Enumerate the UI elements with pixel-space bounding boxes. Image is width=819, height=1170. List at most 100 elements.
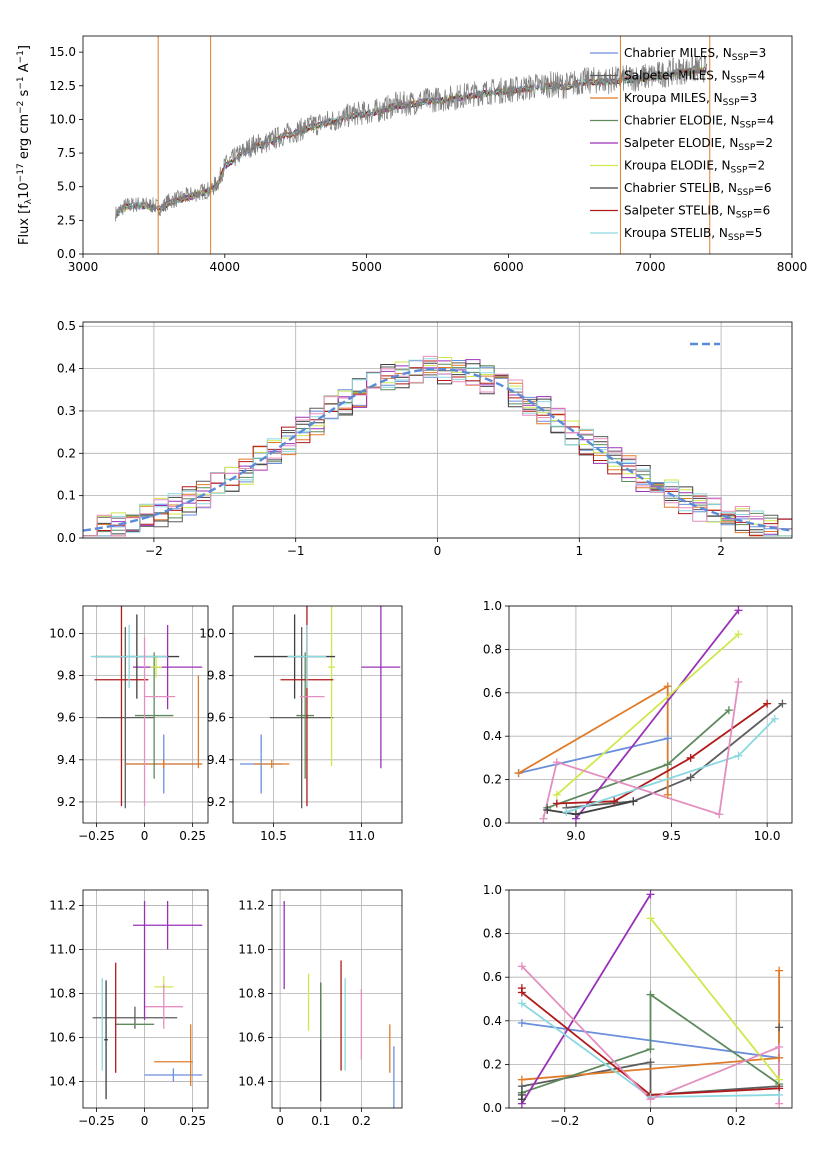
y-tick-label: 9.8 [207,669,226,683]
y-tick-label: 0.3 [57,404,76,418]
plot-area [115,36,711,254]
legend-label-tail: =2 [755,136,773,150]
legend-label-subscript: SSP [723,98,740,108]
y-tick-label: 2.5 [57,213,76,227]
legend-label-tail: =2 [747,159,765,173]
y-tick-label: 9.8 [57,669,76,683]
axes-frame [271,889,403,1109]
axes-frame [508,889,793,1109]
legend-label-tail: =3 [740,91,758,105]
legend-label-tail: =4 [756,114,774,128]
y-tick-label: 10.0 [49,112,76,126]
y-tick-label: 10.4 [49,1075,76,1089]
y-tick-label: 0.2 [483,773,502,787]
x-tick-label: 11.0 [348,829,375,843]
y-tick-label: 0.8 [483,927,502,941]
y-tick-label: 1.0 [483,599,502,613]
legend-label-text: Salpeter STELIB, N [624,204,736,218]
x-tick-label: 7000 [635,260,666,274]
plot-area [92,901,203,1100]
x-tick-label: 8000 [777,260,808,274]
y-tick-label: 10.4 [238,1075,265,1089]
axes-frame [82,35,793,255]
y-tick-label: 0.0 [483,1101,502,1115]
observed-spectrum-line [115,54,708,222]
y-tick-label: 5.0 [57,180,76,194]
y-tick-label: 10.0 [199,626,226,640]
x-tick-label: 10.5 [260,829,287,843]
legend-label-tail: =6 [753,204,771,218]
weight-series-line [575,609,740,820]
plot-area [83,355,792,537]
x-tick-label: −0.2 [550,1114,579,1128]
x-tick-label: 10.0 [754,829,781,843]
axes-frame [232,605,403,824]
plot-area [518,609,783,820]
legend-label-subscript: SSP [737,188,754,198]
x-tick-label: 0.1 [311,1114,330,1128]
legend-entry-label: Chabrier MILES, NSSP=3 [624,46,766,63]
legend-label-tail: =3 [749,46,767,60]
x-tick-label: 0 [276,1114,284,1128]
y-tick-label: 10.6 [49,1031,76,1045]
y-tick-label: 9.6 [57,711,76,725]
weight-series-line [518,737,668,774]
plot-area [240,606,401,809]
x-tick-label: 0.2 [727,1114,746,1128]
weight-series-line [566,702,783,809]
weight-series-line [649,917,780,1081]
legend-entry-label: Kroupa ELODIE, NSSP=2 [624,159,765,176]
weight-series-line [518,684,669,795]
legend-label-subscript: SSP [731,76,748,86]
y-tick-label: 0.4 [483,1014,502,1028]
legend-entry-label: Salpeter MILES, NSSP=4 [624,69,765,86]
y-tick-label: 0.6 [483,686,502,700]
x-tick-label: −0.25 [78,1114,115,1128]
y-tick-label: 0.1 [57,489,76,503]
weight-series-line [556,702,768,805]
y-tick-label: 11.0 [49,942,76,956]
legend-label-subscript: SSP [728,233,745,243]
legend-label-tail: =5 [745,226,763,240]
legend-label-text: Salpeter MILES, N [624,69,731,83]
y-tick-label: 11.0 [238,942,265,956]
x-tick-label: 0.25 [179,829,206,843]
legend-label-subscript: SSP [736,211,753,221]
y-tick-label: 9.6 [207,711,226,725]
legend-entry-label: Salpeter STELIB, NSSP=6 [624,204,770,221]
x-tick-label: 5000 [351,260,382,274]
y-tick-label: 10.8 [49,986,76,1000]
y-tick-label: 0.4 [483,729,502,743]
y-tick-label: 0.0 [57,531,76,545]
y-tick-label: 0.0 [57,247,76,261]
legend-label-subscript: SSP [732,53,749,63]
legend-label-text: Kroupa MILES, N [624,91,723,105]
legend-label-text: Kroupa STELIB, N [624,226,728,240]
legend-label-subscript: SSP [740,121,757,131]
axes-frame [82,605,209,824]
x-tick-label: 0.25 [179,1114,206,1128]
y-tick-label: 9.2 [207,795,226,809]
y-tick-label: 0.4 [57,362,76,376]
y-tick-label: 1.0 [483,883,502,897]
axes-frame [82,889,209,1109]
legend-label-subscript: SSP [738,143,755,153]
legend-label-tail: =4 [747,69,765,83]
y-tick-label: 11.2 [238,898,265,912]
legend-label-text: Kroupa ELODIE, N [624,159,731,173]
x-tick-label: 2 [717,544,725,558]
y-tick-label: 0.0 [483,816,502,830]
x-tick-label: 6000 [493,260,524,274]
histogram-step-line [83,355,792,537]
y-tick-label: 11.2 [49,898,76,912]
y-tick-label: 10.0 [49,626,76,640]
plot-area [283,901,395,1108]
y-tick-label: 0.2 [483,1057,502,1071]
legend-label-subscript: SSP [731,166,748,176]
weight-series-line [542,681,740,819]
legend-entry-label: Kroupa MILES, NSSP=3 [624,91,757,108]
x-tick-label: 0 [141,1114,149,1128]
x-tick-label: 1 [575,544,583,558]
y-tick-label: 9.4 [207,753,226,767]
